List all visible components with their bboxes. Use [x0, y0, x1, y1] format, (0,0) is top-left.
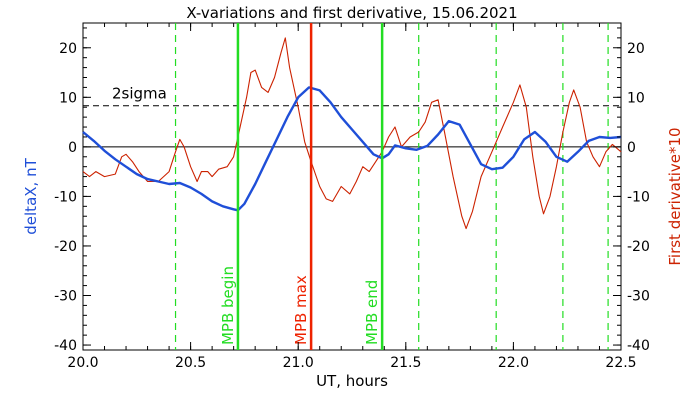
y-tick-label-left: 10: [59, 90, 77, 106]
x-tick-label: 22.5: [605, 355, 636, 371]
y-tick-label-right: -10: [627, 189, 650, 205]
y-axis-left-title: deltaX, nT: [22, 157, 40, 234]
x-axis: 20.0 20.5 21.0 21.5 22.0 22.5: [67, 23, 637, 371]
y-tick-label-right: 0: [627, 140, 636, 156]
y-tick-label-right: 10: [627, 90, 645, 106]
series-deltaX: [82, 86, 622, 212]
mpb-markers: MPB begin MPB max MPB end: [219, 23, 384, 350]
x-tick-label: 21.0: [283, 355, 314, 371]
y-tick-label-left: -20: [54, 239, 77, 255]
y-tick-label-right: -30: [627, 289, 650, 305]
plot-frame: [82, 22, 622, 351]
y-axis-left: -40 -30 -20 -10 0 10 20: [54, 27, 91, 354]
y-tick-label-left: -10: [54, 189, 77, 205]
y-axis-right: -40 -30 -20 -10 0 10 20: [613, 27, 650, 354]
y-tick-label-left: -30: [54, 289, 77, 305]
y-tick-label-right: 20: [627, 41, 645, 57]
chart-title: X-variations and first derivative, 15.06…: [186, 4, 517, 22]
y-tick-label-right: -20: [627, 239, 650, 255]
series-derivative: [82, 37, 622, 230]
y-tick-label-left: -40: [54, 338, 77, 354]
x-tick-label: 20.5: [175, 355, 206, 371]
x-tick-label: 22.0: [498, 355, 529, 371]
x-axis-title: UT, hours: [316, 372, 388, 390]
y-tick-label-right: -40: [627, 338, 650, 354]
x-tick-label: 21.5: [390, 355, 421, 371]
guide-lines: [83, 23, 621, 350]
mpb-label-0: MPB begin: [219, 266, 237, 345]
y-axis-right-title: First derivative*10: [666, 127, 684, 265]
x-tick-label: 20.0: [67, 355, 98, 371]
series-layer: [82, 37, 622, 230]
y-tick-label-left: 0: [68, 140, 77, 156]
mpb-label-2: MPB end: [363, 280, 381, 345]
sigma-label: 2sigma: [112, 85, 167, 103]
mpb-label-1: MPB max: [292, 275, 310, 345]
y-tick-label-left: 20: [59, 41, 77, 57]
